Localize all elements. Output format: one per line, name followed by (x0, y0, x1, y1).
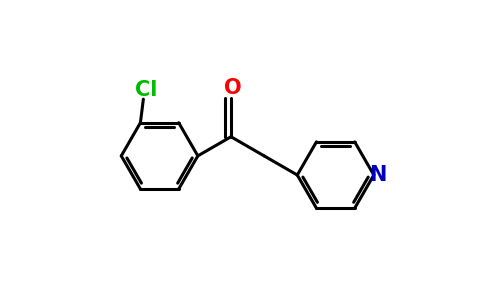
Text: Cl: Cl (135, 80, 157, 100)
Text: O: O (224, 78, 241, 98)
Text: N: N (370, 165, 387, 185)
